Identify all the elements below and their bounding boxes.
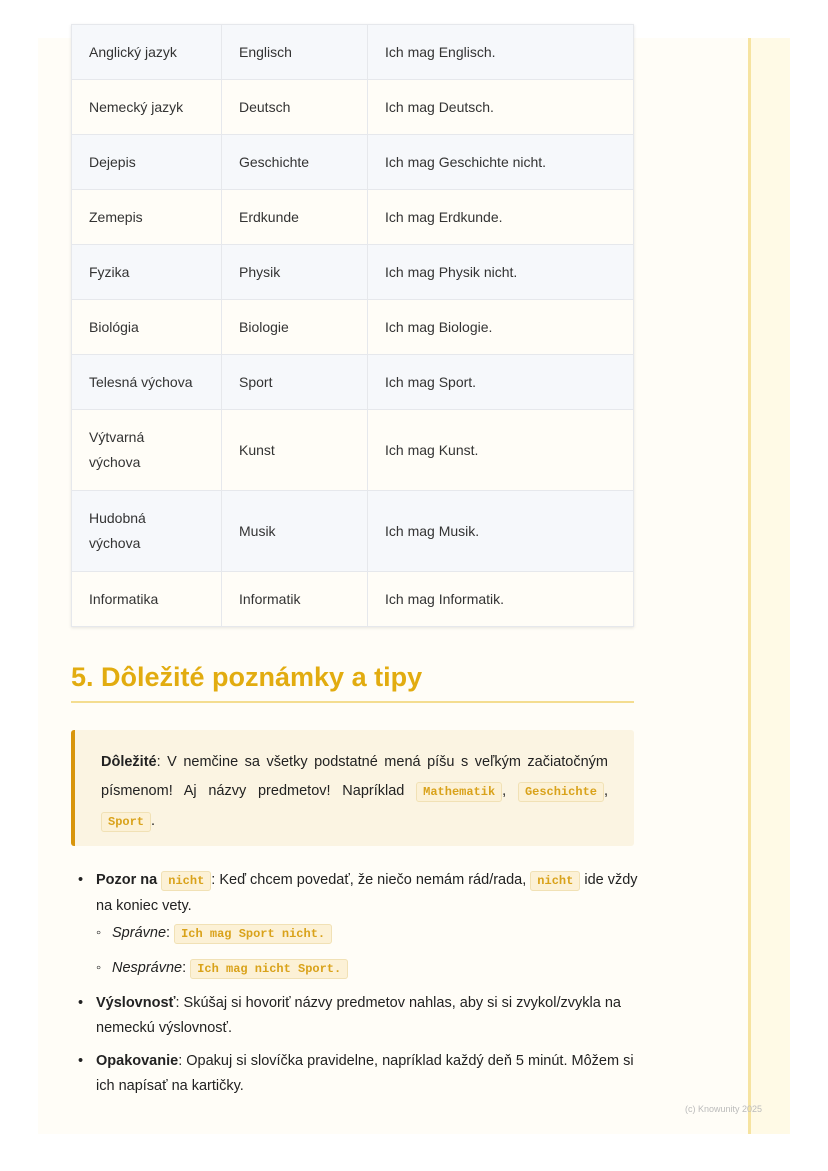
table-cell: Geschichte [221,134,368,190]
footer-copyright: (c) Knowunity 2025 [685,1104,763,1114]
table-cell: Anglický jazyk [71,24,222,80]
list-item: Správne: Ich mag Sport nicht. [96,921,641,947]
important-callout: Dôležité: V nemčine sa všetky podstatné … [71,730,634,846]
table-cell: Hudobná výchova [71,490,222,572]
bold: Výslovnosť [96,995,176,1011]
text: ide vždy na koniec vety. [96,872,638,914]
list-item: Výslovnosť: Skúšaj si hovoriť názvy pred… [78,991,641,1041]
table-cell: Zemepis [71,189,222,245]
table-cell: Telesná výchova [71,354,222,410]
table-cell: Musik [221,490,368,572]
list-item: Pozor na nicht: Keď chcem povedať, že ni… [78,868,641,982]
text: : Opakuj si slovíčka pravidelne, napríkl… [96,1053,634,1094]
text: : Skúšaj si hovoriť názvy predmetov nahl… [96,995,621,1036]
code: Ich mag Sport nicht. [174,924,333,944]
code-mathematik: Mathematik [416,782,503,802]
table-cell: Ich mag Biologie. [367,299,634,355]
list-item: Nesprávne: Ich mag nicht Sport. [96,956,641,982]
subjects-table: Anglický jazyk Englisch Ich mag Englisch. N… [71,24,634,627]
table-cell: Ich mag Erdkunde. [367,189,634,245]
table-cell: Biológia [71,299,222,355]
label: Nesprávne [112,960,183,976]
list-item: Opakovanie: Opakuj si slovíčka pravideln… [78,1049,641,1099]
table-row: Hudobná výchova Musik Ich mag Musik. [71,490,634,572]
bold: Opakovanie [96,1053,179,1069]
table-row: Nemecký jazyk Deutsch Ich mag Deutsch. [71,79,634,135]
table-cell: Nemecký jazyk [71,79,222,135]
table-cell: Ich mag Deutsch. [367,79,634,135]
code: nicht [161,871,212,891]
table-cell: Deutsch [221,79,368,135]
table-cell: Ich mag Informatik. [367,571,634,627]
table-row: Zemepis Erdkunde Ich mag Erdkunde. [71,189,634,245]
code-sport: Sport [101,812,152,832]
table-cell: Erdkunde [221,189,368,245]
table-row: Informatika Informatik Ich mag Informatik. [71,571,634,627]
text: : Keď chcem povedať, že niečo nemám rád/… [211,872,531,888]
table-cell: Ich mag Sport. [367,354,634,410]
table-cell: Výtvarná výchova [71,409,222,491]
code-geschichte: Geschichte [517,782,604,802]
table-row: Anglický jazyk Englisch Ich mag Englisch. [71,24,634,80]
code: Ich mag nicht Sport. [190,959,349,979]
table-cell: Biologie [221,299,368,355]
tips-list: Pozor na nicht: Keď chcem povedať, že ni… [78,868,641,1107]
table-row: Dejepis Geschichte Ich mag Geschichte nich… [71,134,634,190]
bold: Pozor na [96,872,158,888]
section-heading: 5. Dôležité poznámky a tipy [71,662,634,703]
callout-bold: Dôležité [101,754,157,770]
callout-text: : V nemčine sa všetky podstatné mená píš… [101,754,608,799]
table-cell: Ich mag Physik nicht. [367,244,634,300]
code: nicht [530,871,581,891]
table-cell: Ich mag Musik. [367,490,634,572]
table-cell: Englisch [221,24,368,80]
table-cell: Physik [221,244,368,300]
table-cell: Dejepis [71,134,222,190]
label: Správne [112,925,167,941]
table-row: Výtvarná výchova Kunst Ich mag Kunst. [71,409,634,491]
table-cell: Kunst [221,409,368,491]
table-row: Biológia Biologie Ich mag Biologie. [71,299,634,355]
table-row: Telesná výchova Sport Ich mag Sport. [71,354,634,410]
table-cell: Fyzika [71,244,222,300]
side-panel [748,38,790,1134]
table-cell: Ich mag Geschichte nicht. [367,134,634,190]
table-cell: Ich mag Kunst. [367,409,634,491]
table-cell: Informatik [221,571,368,627]
table-cell: Ich mag Englisch. [367,24,634,80]
table-cell: Sport [221,354,368,410]
table-row: Fyzika Physik Ich mag Physik nicht. [71,244,634,300]
table-cell: Informatika [71,571,222,627]
